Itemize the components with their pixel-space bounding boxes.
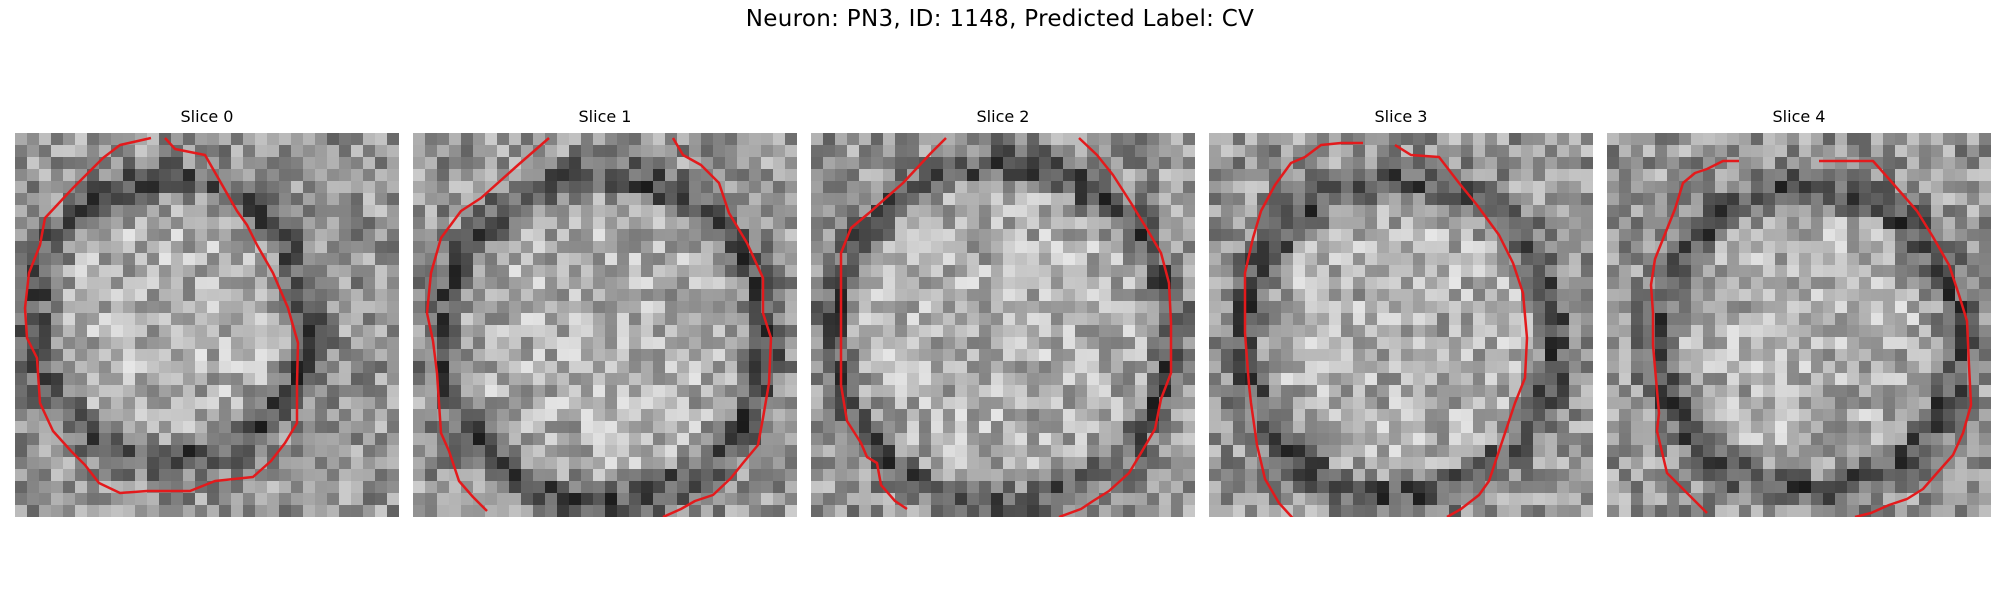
slice-title-1: Slice 1 — [578, 107, 632, 126]
slice-title-0: Slice 0 — [180, 107, 234, 126]
slice-title-2: Slice 2 — [976, 107, 1030, 126]
contour-line-4-1 — [1819, 159, 1973, 517]
slice-panel-0: Slice 0 — [15, 107, 399, 517]
contour-line-2-0 — [839, 137, 947, 511]
contour-line-2-1 — [1058, 137, 1173, 517]
slice-image-4 — [1607, 133, 1991, 517]
slice-image-1 — [413, 133, 797, 517]
slice-image-3 — [1209, 133, 1593, 517]
slice-image-0 — [15, 133, 399, 517]
contour-line-0-0 — [23, 136, 300, 495]
slice-title-4: Slice 4 — [1772, 107, 1826, 126]
contour-line-1-0 — [425, 137, 550, 512]
contour-line-4-0 — [1649, 159, 1739, 514]
slice-panel-2: Slice 2 — [811, 107, 1195, 517]
slice-panel-1: Slice 1 — [413, 107, 797, 517]
slice-panel-3: Slice 3 — [1209, 107, 1593, 517]
contour-line-3-0 — [1243, 141, 1363, 517]
slice-panel-4: Slice 4 — [1607, 107, 1991, 517]
slice-image-2 — [811, 133, 1195, 517]
figure-title: Neuron: PN3, ID: 1148, Predicted Label: … — [745, 6, 1255, 32]
contour-line-1-1 — [662, 137, 773, 517]
slice-title-3: Slice 3 — [1374, 107, 1428, 126]
contour-line-3-1 — [1394, 143, 1529, 517]
